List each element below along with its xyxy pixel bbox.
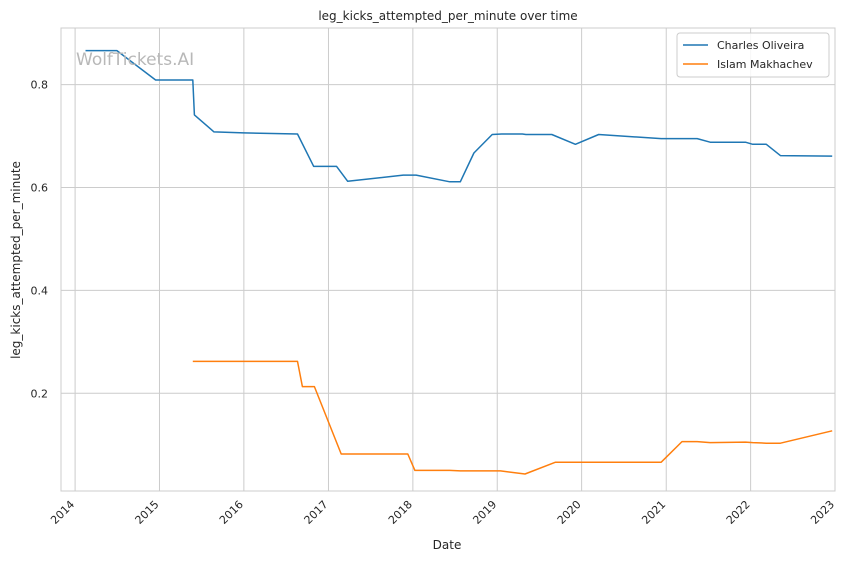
series-lines [85,49,833,475]
legend-label-charles-oliveira: Charles Oliveira [717,39,804,52]
legend-box [676,32,830,78]
watermark-text: WolfTickets.AI [76,50,194,70]
x-axis-title: Date [433,538,462,552]
y-axis-title: leg_kicks_attempted_per_minute [9,161,23,359]
y-tick-labels: 0.2 0.4 0.6 0.8 [31,79,49,401]
plot-frame [60,27,836,492]
legend-label-islam-makhachev: Islam Makhachev [717,58,813,71]
y-tick-label: 0.8 [31,79,49,92]
series-line-islam-makhachev [192,360,833,475]
y-tick-label: 0.4 [31,284,49,297]
plot-area [61,28,835,491]
series-line-charles-oliveira [85,49,833,183]
chart-title: leg_kicks_attempted_per_minute over time [318,9,577,23]
legend: Charles Oliveira Islam Makhachev [676,32,830,78]
y-tick-label: 0.2 [31,387,49,400]
y-tick-label: 0.6 [31,181,49,194]
